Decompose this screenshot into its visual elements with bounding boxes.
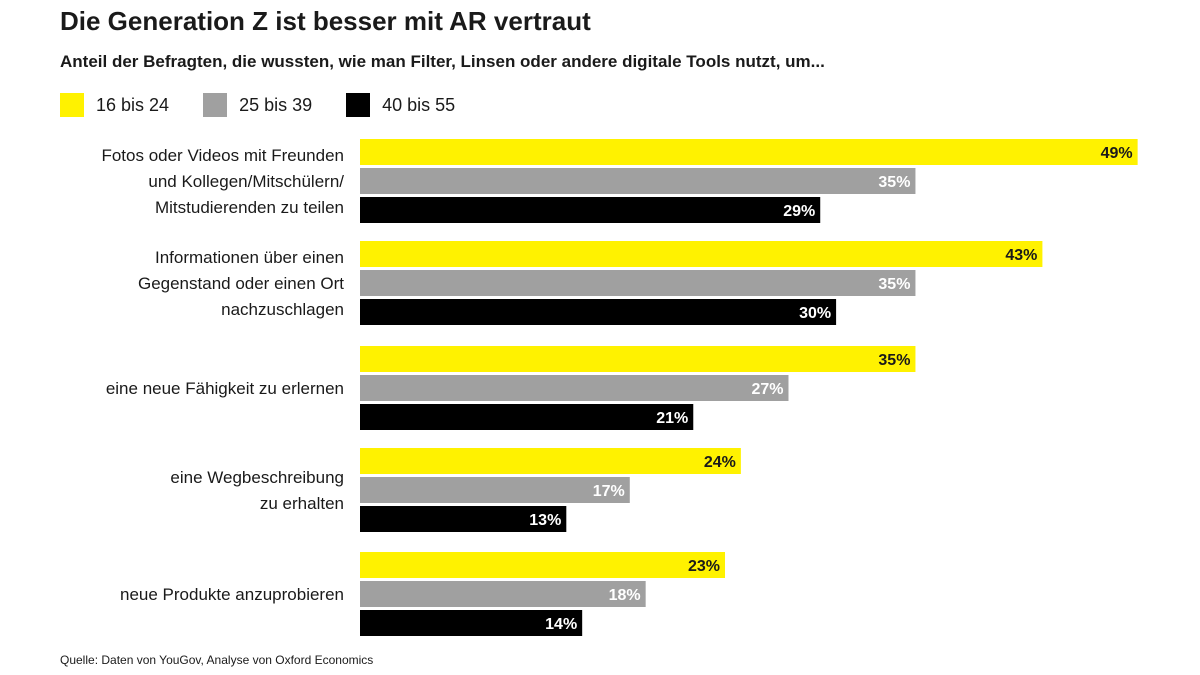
legend-swatch-40-55 <box>346 93 371 117</box>
value-label: 21% <box>656 410 688 427</box>
bar <box>360 477 630 503</box>
legend-label-25-39: 25 bis 39 <box>239 94 313 115</box>
bar-chart: Fotos oder Videos mit Freunden und Kolleg… <box>101 139 1138 636</box>
bar <box>360 610 583 636</box>
value-label: 35% <box>878 276 910 293</box>
bar <box>360 346 916 372</box>
bar <box>360 139 1138 165</box>
value-label: 13% <box>529 512 561 529</box>
bar <box>360 581 646 607</box>
bar <box>360 375 789 401</box>
value-label: 35% <box>878 174 910 191</box>
bar <box>360 168 916 194</box>
value-label: 30% <box>799 305 831 322</box>
legend-item-25-39: 25 bis 39 <box>203 93 312 117</box>
source-note: Quelle: Daten von YouGov, Analyse von Ox… <box>60 653 374 667</box>
legend-swatch-16-24 <box>60 93 84 117</box>
category-label: eine Wegbeschreibung <box>170 468 344 487</box>
value-label: 23% <box>688 558 720 575</box>
value-label: 35% <box>878 352 910 369</box>
value-label: 49% <box>1101 145 1133 162</box>
bar <box>360 197 821 223</box>
value-label: 18% <box>609 587 641 604</box>
value-label: 27% <box>751 381 783 398</box>
bar <box>360 241 1043 267</box>
category-label: zu erhalten <box>260 494 344 513</box>
bar <box>360 448 741 474</box>
legend-item-40-55: 40 bis 55 <box>346 93 455 117</box>
category-label: Informationen über einen <box>155 248 344 267</box>
chart-subtitle: Anteil der Befragten, die wussten, wie m… <box>60 52 825 71</box>
legend-swatch-25-39 <box>203 93 228 117</box>
category-label: nachzuschlagen <box>221 300 344 319</box>
value-label: 17% <box>593 483 625 500</box>
value-label: 14% <box>545 616 577 633</box>
legend-item-16-24: 16 bis 24 <box>60 93 169 117</box>
bar <box>360 506 567 532</box>
bar <box>360 552 726 578</box>
category-label: Gegenstand oder einen Ort <box>138 274 344 293</box>
category-label: Fotos oder Videos mit Freunden <box>101 146 344 165</box>
bar <box>360 404 694 430</box>
bar <box>360 270 916 296</box>
value-label: 43% <box>1005 247 1037 264</box>
legend-label-40-55: 40 bis 55 <box>382 94 456 115</box>
category-label: eine neue Fähigkeit zu erlernen <box>106 379 344 398</box>
value-label: 24% <box>704 454 736 471</box>
category-label: Mitstudierenden zu teilen <box>155 198 344 217</box>
legend-label-16-24: 16 bis 24 <box>96 94 170 115</box>
value-label: 29% <box>783 203 815 220</box>
category-label: und Kollegen/Mitschülern/ <box>148 172 344 191</box>
bar <box>360 299 837 325</box>
legend: 16 bis 24 25 bis 39 40 bis 55 <box>60 92 489 118</box>
category-label: neue Produkte anzuprobieren <box>120 585 344 604</box>
chart-title: Die Generation Z ist besser mit AR vertr… <box>60 6 591 36</box>
